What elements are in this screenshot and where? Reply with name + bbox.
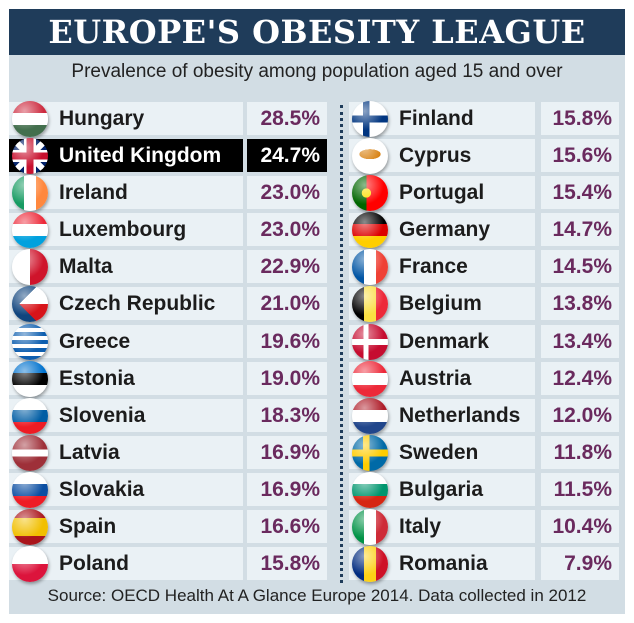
table-row-estonia: Estonia 19.0% xyxy=(9,360,329,397)
belgium-flag-icon xyxy=(352,286,388,323)
table-row-slovenia: Slovenia 18.3% xyxy=(9,397,329,434)
obesity-value: 11.5% xyxy=(541,472,619,506)
greece-flag-icon xyxy=(12,323,48,360)
denmark-flag-icon xyxy=(352,323,388,360)
obesity-value: 14.5% xyxy=(541,250,619,284)
table-row-spain: Spain 16.6% xyxy=(9,509,329,546)
romania-flag-icon xyxy=(352,546,388,583)
table-row-poland: Poland 15.8% xyxy=(9,546,329,583)
obesity-value: 24.7% xyxy=(247,139,327,173)
obesity-value: 13.8% xyxy=(541,287,619,321)
obesity-value: 23.0% xyxy=(247,213,327,247)
obesity-value: 16.9% xyxy=(247,472,327,506)
country-name: Luxembourg xyxy=(9,213,243,247)
country-name: Ireland xyxy=(9,176,243,210)
obesity-value: 18.3% xyxy=(247,398,327,432)
obesity-value: 15.8% xyxy=(247,547,327,581)
cyprus-flag-icon xyxy=(352,138,388,175)
table-row-luxembourg: Luxembourg 23.0% xyxy=(9,212,329,249)
obesity-value: 10.4% xyxy=(541,510,619,544)
table-row-belgium: Belgium 13.8% xyxy=(349,286,619,323)
table-row-finland: Finland 15.8% xyxy=(349,101,619,137)
table-row-hungary: Hungary 28.5% xyxy=(9,101,329,137)
table-row-ireland: Ireland 23.0% xyxy=(9,175,329,212)
country-name: Malta xyxy=(9,250,243,284)
france-flag-icon xyxy=(352,249,388,286)
source-note: Source: OECD Health At A Glance Europe 2… xyxy=(47,586,587,605)
country-name: Spain xyxy=(9,510,243,544)
table-row-denmark: Denmark 13.4% xyxy=(349,323,619,360)
table-row-romania: Romania 7.9% xyxy=(349,546,619,583)
table-row-cyprus: Cyprus 15.6% xyxy=(349,138,619,175)
obesity-value: 23.0% xyxy=(247,176,327,210)
country-name: Slovenia xyxy=(9,398,243,432)
country-name: Poland xyxy=(9,547,243,581)
left-column: Hungary 28.5% United Kingdom 24.7% Ireland 23… xyxy=(9,101,329,584)
obesity-value: 16.6% xyxy=(247,510,327,544)
latvia-flag-icon xyxy=(12,434,48,471)
country-name: Slovakia xyxy=(9,472,243,506)
ireland-flag-icon xyxy=(12,175,48,212)
table-row-united-kingdom: United Kingdom 24.7% xyxy=(9,138,329,175)
table-row-latvia: Latvia 16.9% xyxy=(9,434,329,471)
finland-flag-icon xyxy=(352,101,388,137)
table-row-sweden: Sweden 11.8% xyxy=(349,434,619,471)
uk-flag-icon xyxy=(12,138,48,175)
obesity-value: 11.8% xyxy=(541,435,619,469)
page-title: EUROPE'S OBESITY LEAGUE xyxy=(9,9,625,55)
table-row-france: France 14.5% xyxy=(349,249,619,286)
portugal-flag-icon xyxy=(352,175,388,212)
table-row-italy: Italy 10.4% xyxy=(349,509,619,546)
germany-flag-icon xyxy=(352,212,388,249)
table-row-portugal: Portugal 15.4% xyxy=(349,175,619,212)
slovenia-flag-icon xyxy=(12,397,48,434)
obesity-value: 15.8% xyxy=(541,102,619,135)
table-row-malta: Malta 22.9% xyxy=(9,249,329,286)
obesity-value: 21.0% xyxy=(247,287,327,321)
luxembourg-flag-icon xyxy=(12,212,48,249)
obesity-value: 16.9% xyxy=(247,435,327,469)
subtitle: Prevalence of obesity among population a… xyxy=(71,61,563,82)
table-row-bulgaria: Bulgaria 11.5% xyxy=(349,471,619,508)
table-row-czech-republic: Czech Republic 21.0% xyxy=(9,286,329,323)
table-row-austria: Austria 12.4% xyxy=(349,360,619,397)
country-name: United Kingdom xyxy=(9,139,243,173)
czech-flag-icon xyxy=(12,286,48,323)
obesity-value: 7.9% xyxy=(541,547,619,581)
country-name: Hungary xyxy=(9,102,243,135)
malta-flag-icon xyxy=(12,249,48,286)
country-name: Czech Republic xyxy=(9,287,243,321)
table-row-greece: Greece 19.6% xyxy=(9,323,329,360)
obesity-value: 22.9% xyxy=(247,250,327,284)
obesity-value: 28.5% xyxy=(247,102,327,135)
country-name: Latvia xyxy=(9,435,243,469)
spain-flag-icon xyxy=(12,509,48,546)
column-divider xyxy=(340,105,343,583)
slovakia-flag-icon xyxy=(12,471,48,508)
obesity-value: 14.7% xyxy=(541,213,619,247)
italy-flag-icon xyxy=(352,509,388,546)
obesity-value: 19.6% xyxy=(247,324,327,358)
obesity-value: 12.4% xyxy=(541,361,619,395)
infographic-panel: EUROPE'S OBESITY LEAGUE Prevalence of ob… xyxy=(9,9,625,614)
poland-flag-icon xyxy=(12,546,48,583)
obesity-value: 15.6% xyxy=(541,139,619,173)
table-row-netherlands: Netherlands 12.0% xyxy=(349,397,619,434)
obesity-value: 13.4% xyxy=(541,324,619,358)
austria-flag-icon xyxy=(352,360,388,397)
country-name: Estonia xyxy=(9,361,243,395)
hungary-flag-icon xyxy=(12,101,48,137)
obesity-value: 19.0% xyxy=(247,361,327,395)
right-column: Finland 15.8% Cyprus 15.6% Portugal 15.4% Germ… xyxy=(349,101,619,584)
obesity-value: 15.4% xyxy=(541,176,619,210)
table-row-slovakia: Slovakia 16.9% xyxy=(9,471,329,508)
table-row-germany: Germany 14.7% xyxy=(349,212,619,249)
obesity-value: 12.0% xyxy=(541,398,619,432)
sweden-flag-icon xyxy=(352,434,388,471)
netherlands-flag-icon xyxy=(352,397,388,434)
country-name: Greece xyxy=(9,324,243,358)
bulgaria-flag-icon xyxy=(352,471,388,508)
estonia-flag-icon xyxy=(12,360,48,397)
